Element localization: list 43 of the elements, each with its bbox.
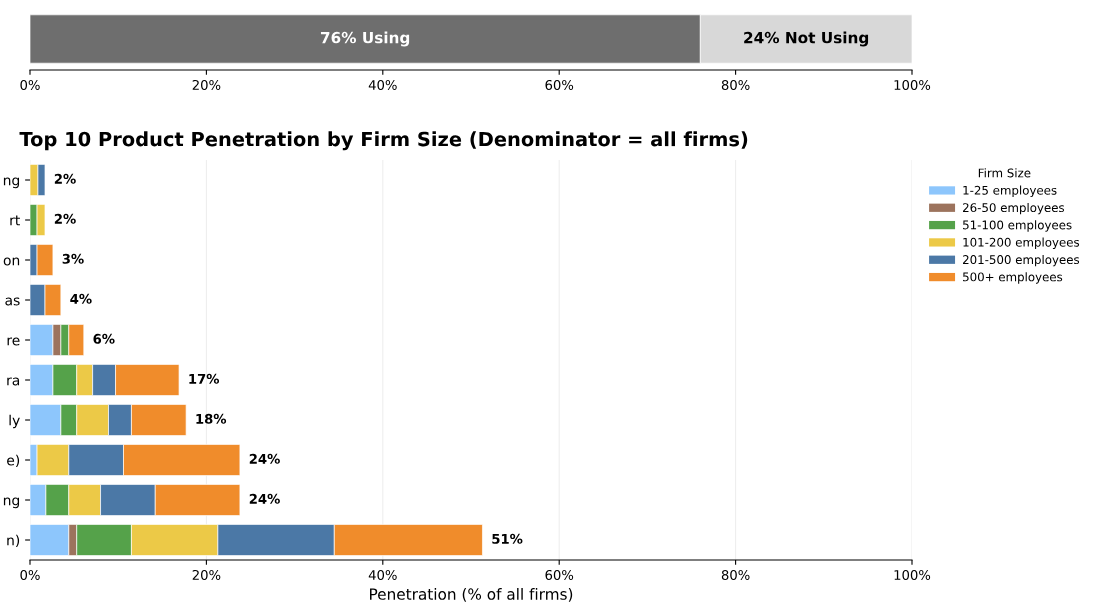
y-tick-label: ly [9, 414, 20, 429]
total-label: 2% [54, 213, 76, 224]
x-tick-label: 40% [368, 79, 397, 90]
total-label: 6% [93, 333, 115, 344]
y-tick-label: n) [7, 534, 20, 548]
total-label: 3% [62, 253, 84, 264]
x-tick-label: 0% [20, 569, 40, 580]
data-label: 76% Using [320, 31, 410, 47]
y-tick-label: ra [7, 377, 20, 386]
legend-title: Firm Size [978, 168, 1031, 178]
y-tick-label: on [3, 257, 20, 266]
total-label: 51% [492, 533, 523, 544]
y-tick-label: e) [7, 454, 20, 468]
y-tick-label: re [7, 337, 20, 346]
total-label: 18% [196, 413, 227, 424]
x-axis-title: Penetration (% of all firms) [370, 588, 573, 602]
x-tick-label: 80% [721, 79, 750, 90]
x-tick-label: 80% [721, 569, 750, 580]
legend-label: 201-500 employees [963, 254, 1080, 267]
legend-label: 26-50 employees [963, 202, 1065, 215]
total-label: 4% [70, 293, 92, 304]
legend-label: 51-100 employees [963, 220, 1072, 232]
legend-label: 500+ employees [963, 272, 1063, 284]
total-label: 24% [249, 493, 280, 504]
chart-title: Top 10 Product Penetration by Firm Size (Denominator = all firms) [19, 131, 748, 151]
data-label: 24% Not Using [744, 31, 869, 47]
total-label: 17% [189, 373, 220, 384]
legend-label: 101-200 employees [963, 237, 1080, 249]
y-tick-label: rt [10, 215, 20, 226]
x-tick-label: 60% [545, 79, 574, 90]
x-tick-label: 100% [894, 569, 931, 580]
y-tick-label: as [5, 297, 20, 306]
x-tick-label: 0% [20, 79, 40, 90]
x-tick-label: 20% [192, 79, 221, 90]
total-label: 2% [54, 173, 76, 184]
total-label: 24% [249, 453, 280, 464]
x-tick-label: 60% [545, 569, 574, 580]
y-tick-label: ng [3, 497, 20, 509]
x-tick-label: 20% [192, 569, 221, 580]
legend-label: 1-25 employees [963, 185, 1057, 198]
x-tick-label: 100% [894, 79, 931, 90]
y-tick-label: ng [3, 177, 20, 189]
x-tick-label: 40% [368, 569, 397, 580]
